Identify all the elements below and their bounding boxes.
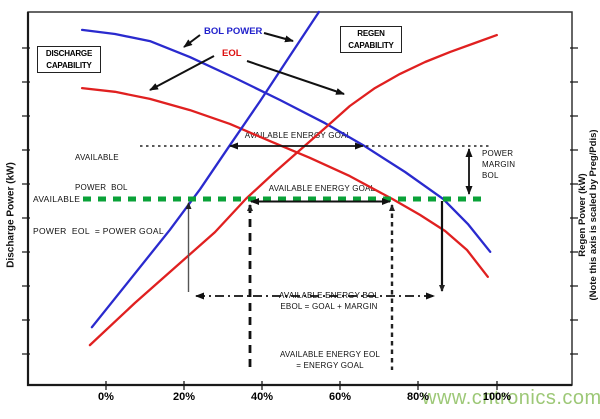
available-power-bol-line2: POWER BOL <box>75 183 128 192</box>
available-power-bol-line1: AVAILABLE <box>75 153 119 162</box>
measurement-arrows <box>195 142 473 300</box>
x-tick-label-60: 60% <box>328 391 352 403</box>
power-margin-line3: BOL <box>482 171 499 180</box>
reference-lines <box>83 145 491 202</box>
discharge-capability-line2: CAPABILITY <box>46 60 92 70</box>
bol-power-arrow-right <box>263 32 294 43</box>
eol-arrow-right <box>246 60 345 95</box>
y-left-ticks <box>22 47 30 355</box>
curve-eol-discharge-power <box>80 86 489 278</box>
x-tick-label-40: 40% <box>250 391 274 403</box>
x-tick-label-100: 100% <box>482 391 512 403</box>
eol-arrow-left <box>149 55 215 91</box>
x-ticks <box>105 381 498 390</box>
curve-bol-discharge-power <box>80 28 492 253</box>
construction-lines <box>185 201 445 370</box>
available-power-eol-label: AVAILABLE POWER EOL = POWER GOAL <box>33 173 164 257</box>
available-energy-goal-upper-label: AVAILABLE ENERGY GOAL <box>244 131 352 140</box>
available-energy-eol-line2: = ENERGY GOAL <box>296 361 364 370</box>
regen-capability-line2: CAPABILITY <box>348 40 394 50</box>
power-margin-bol-label: POWER MARGIN BOL <box>482 148 515 181</box>
eol-label: EOL <box>222 48 242 59</box>
power-margin-line2: MARGIN <box>482 160 516 169</box>
label-pointer-arrows <box>149 32 345 95</box>
available-power-eol-line2: POWER EOL = POWER GOAL <box>33 225 164 236</box>
x-tick-label-80: 80% <box>406 391 430 403</box>
axes-frame <box>22 11 578 390</box>
power-margin-line1: POWER <box>482 149 514 158</box>
curve-eol-regen-power <box>88 33 498 347</box>
watermark: www.cntronics.com <box>422 387 600 409</box>
discharge-capability-box: DISCHARGE CAPABILITY <box>37 46 101 73</box>
available-energy-eol-line1: AVAILABLE ENERGY EOL <box>279 350 381 359</box>
regen-capability-box: REGEN CAPABILITY <box>340 26 402 53</box>
available-energy-goal-lower-label: AVAILABLE ENERGY GOAL <box>268 184 376 193</box>
bol-power-arrow-left <box>183 34 201 48</box>
available-power-eol-line1: AVAILABLE <box>33 194 81 204</box>
curve-bol-regen-power <box>90 10 321 329</box>
x-tick-label-20: 20% <box>172 391 196 403</box>
data-curves <box>80 10 498 347</box>
discharge-capability-line1: DISCHARGE <box>45 49 93 58</box>
y-right-ticks <box>570 47 578 355</box>
regen-capability-line1: REGEN <box>357 29 385 38</box>
available-power-bol-label: AVAILABLE POWER BOL <box>75 133 128 213</box>
bol-power-label: BOL POWER <box>204 26 263 37</box>
available-energy-bol-line2: EBOL = GOAL + MARGIN <box>280 302 378 311</box>
x-tick-label-0: 0% <box>98 391 114 403</box>
available-energy-eol-label: AVAILABLE ENERGY EOL = ENERGY GOAL <box>259 349 401 371</box>
